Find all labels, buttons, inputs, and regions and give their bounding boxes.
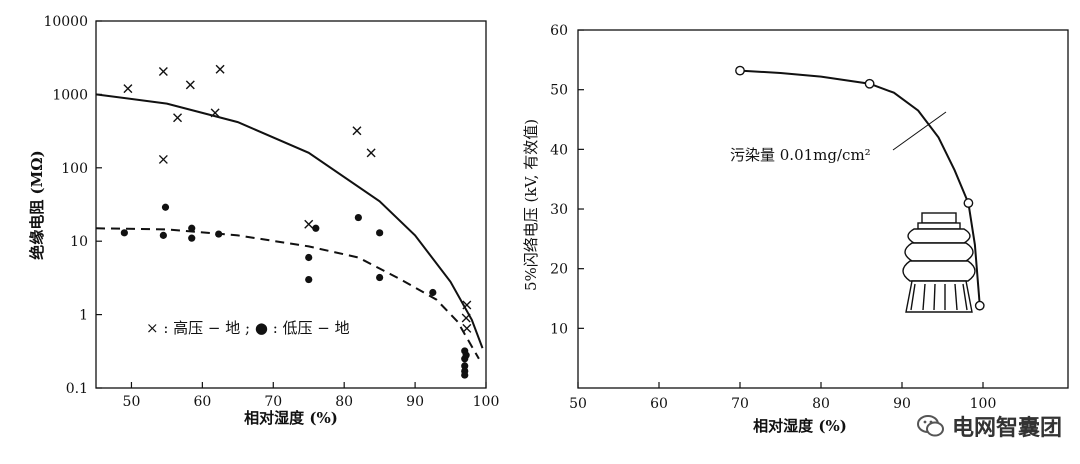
high-voltage-point — [304, 219, 314, 229]
left-plot-marks — [95, 64, 484, 379]
flashover-voltage-point — [974, 300, 985, 311]
right-y-tick-label: 10 — [550, 321, 568, 337]
low-voltage-point — [461, 362, 469, 370]
left-x-tick-label: 90 — [406, 394, 424, 410]
left-x-tick-label: 100 — [473, 394, 500, 410]
left-x-axis-label: 相对湿度 (%) — [244, 409, 338, 427]
flashover-voltage-curve — [739, 69, 981, 306]
high-voltage-point — [462, 323, 472, 333]
high-voltage-point — [215, 64, 225, 74]
right-x-axis-label: 相对湿度 (%) — [753, 417, 847, 435]
right-annotation-leader — [892, 111, 947, 151]
left-y-tick-label: 10 — [70, 234, 88, 250]
right-x-tick-label: 60 — [650, 396, 668, 412]
left-y-axis: 0.1 1 10 100 1000 10000 — [43, 14, 102, 397]
high-voltage-point — [123, 84, 133, 94]
flashover-voltage-point — [963, 198, 974, 208]
low-voltage-point — [354, 213, 362, 222]
low-voltage-point — [461, 371, 469, 379]
left-x-tick-label: 50 — [123, 394, 141, 410]
low-voltage-point — [161, 203, 170, 211]
left-y-tick-label: 0.1 — [66, 381, 88, 397]
right-y-axis: 10 20 30 40 50 60 — [550, 23, 584, 337]
right-plot-marks — [735, 65, 985, 311]
low-voltage-point — [312, 224, 320, 232]
low-voltage-point — [462, 351, 470, 359]
right-x-tick-label: 70 — [731, 396, 749, 412]
low-voltage-point — [188, 224, 196, 232]
wechat-icon — [916, 415, 944, 437]
high-voltage-point — [185, 80, 195, 90]
high-voltage-point — [158, 154, 168, 164]
left-y-tick-label: 10000 — [43, 14, 88, 30]
low-voltage-point — [305, 275, 313, 284]
high-voltage-point — [158, 67, 168, 77]
right-y-tick-label: 30 — [550, 202, 568, 218]
low-voltage-point — [376, 229, 384, 237]
flashover-voltage-point — [864, 78, 875, 89]
right-plot-frame — [577, 29, 1069, 389]
right-annotation-label: 污染量 0.01mg/cm² — [730, 146, 871, 164]
left-plot-frame — [95, 20, 487, 389]
low-voltage-point — [159, 231, 167, 239]
right-y-axis-label: 5%闪络电压 (kV, 有效值) — [522, 119, 540, 291]
left-x-axis: 50 60 70 80 90 100 — [123, 382, 500, 410]
left-legend: × : 高压 − 地 ; ● : 低压 − 地 — [146, 319, 350, 337]
right-x-tick-label: 80 — [812, 396, 830, 412]
left-y-tick-label: 1000 — [52, 87, 88, 103]
high-voltage-fit-curve — [95, 93, 484, 349]
low-voltage-point — [376, 273, 384, 282]
right-x-tick-label: 50 — [569, 396, 587, 412]
low-voltage-point — [120, 229, 128, 237]
insulator-illustration — [902, 212, 976, 313]
right-x-axis: 50 60 70 80 90 100 — [569, 382, 996, 412]
left-x-tick-label: 80 — [335, 394, 353, 410]
high-voltage-point — [173, 113, 183, 123]
left-x-tick-label: 60 — [193, 394, 211, 410]
low-voltage-point — [188, 234, 196, 242]
left-y-axis-label: 绝缘电阻 (MΩ) — [28, 150, 46, 259]
left-x-tick-label: 70 — [264, 394, 282, 410]
high-voltage-point — [366, 148, 376, 158]
right-y-tick-label: 60 — [550, 23, 568, 39]
low-voltage-point — [429, 288, 437, 297]
left-y-tick-label: 100 — [61, 161, 88, 177]
high-voltage-point — [352, 126, 362, 136]
flashover-voltage-point — [735, 65, 745, 76]
low-voltage-point — [305, 253, 313, 262]
low-voltage-fit-curve — [95, 227, 480, 360]
right-x-tick-label: 100 — [970, 396, 997, 412]
watermark-text: 电网智囊团 — [951, 416, 1062, 441]
watermark: 电网智囊团 — [916, 410, 1062, 442]
right-y-tick-label: 40 — [550, 142, 568, 158]
right-x-tick-label: 90 — [893, 396, 911, 412]
right-y-tick-label: 20 — [550, 262, 568, 278]
right-y-tick-label: 50 — [550, 83, 568, 99]
left-y-tick-label: 1 — [79, 308, 88, 324]
